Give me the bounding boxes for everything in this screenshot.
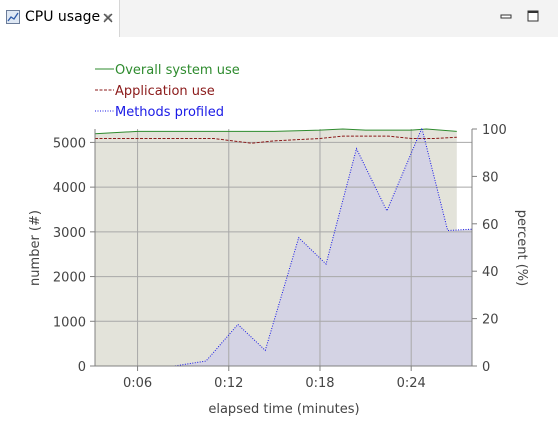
y-left-tick-label-0: 0 <box>78 360 86 375</box>
legend-label-0: Overall system use <box>115 63 240 78</box>
series-line-1 <box>95 135 457 144</box>
close-icon[interactable] <box>102 12 114 24</box>
series-fill-2 <box>95 128 472 366</box>
minimize-icon[interactable] <box>500 10 512 22</box>
y-left-tick-label-5: 5000 <box>53 136 86 151</box>
y-right-tick-label-4: 80 <box>482 170 499 185</box>
y-left-tick-label-2: 2000 <box>53 271 86 286</box>
y-left-tick-label-3: 3000 <box>53 226 86 241</box>
y-right-tick-label-2: 40 <box>482 265 499 280</box>
x-tick-label-1: 0:12 <box>214 376 243 391</box>
y-right-tick-label-1: 20 <box>482 313 499 328</box>
x-tick-label-2: 0:18 <box>305 376 334 391</box>
legend-label-1: Application use <box>115 84 215 99</box>
view-tab-bar: CPU usage <box>0 0 558 37</box>
series-lines <box>94 126 473 367</box>
y-axis-left-label: number (#) <box>28 210 43 286</box>
y-right-tick-label-0: 0 <box>482 360 490 375</box>
series-line-2 <box>95 126 473 367</box>
tab-title: CPU usage <box>25 9 101 25</box>
axes: 0 1000 2000 3000 4000 5000 0 20 40 60 80 100 0:06 0:1… <box>53 123 507 391</box>
x-tick-label-3: 0:24 <box>397 376 426 391</box>
series-line-0 <box>94 128 457 135</box>
maximize-icon[interactable] <box>527 10 539 22</box>
y-axis-right-label: percent (%) <box>514 210 529 286</box>
y-right-tick-label-5: 100 <box>482 123 507 138</box>
x-tick-label-0: 0:06 <box>123 376 152 391</box>
chart-panel: Overall system use Application use Methods… <box>0 37 558 434</box>
tab-bar-background <box>120 0 558 37</box>
y-left-tick-label-4: 4000 <box>53 181 86 196</box>
cpu-chart-icon <box>6 10 20 24</box>
legend-label-2: Methods profiled <box>115 105 224 120</box>
tab-cpu-usage[interactable]: CPU usage <box>0 0 120 37</box>
cpu-usage-chart: Overall system use Application use Methods… <box>28 63 529 417</box>
y-right-tick-label-3: 60 <box>482 218 499 233</box>
grid-lines <box>95 129 472 366</box>
x-axis-label: elapsed time (minutes) <box>208 402 359 417</box>
series-fills <box>95 128 472 366</box>
legend: Overall system use Application use Methods… <box>95 63 240 120</box>
y-left-tick-label-1: 1000 <box>53 315 86 330</box>
